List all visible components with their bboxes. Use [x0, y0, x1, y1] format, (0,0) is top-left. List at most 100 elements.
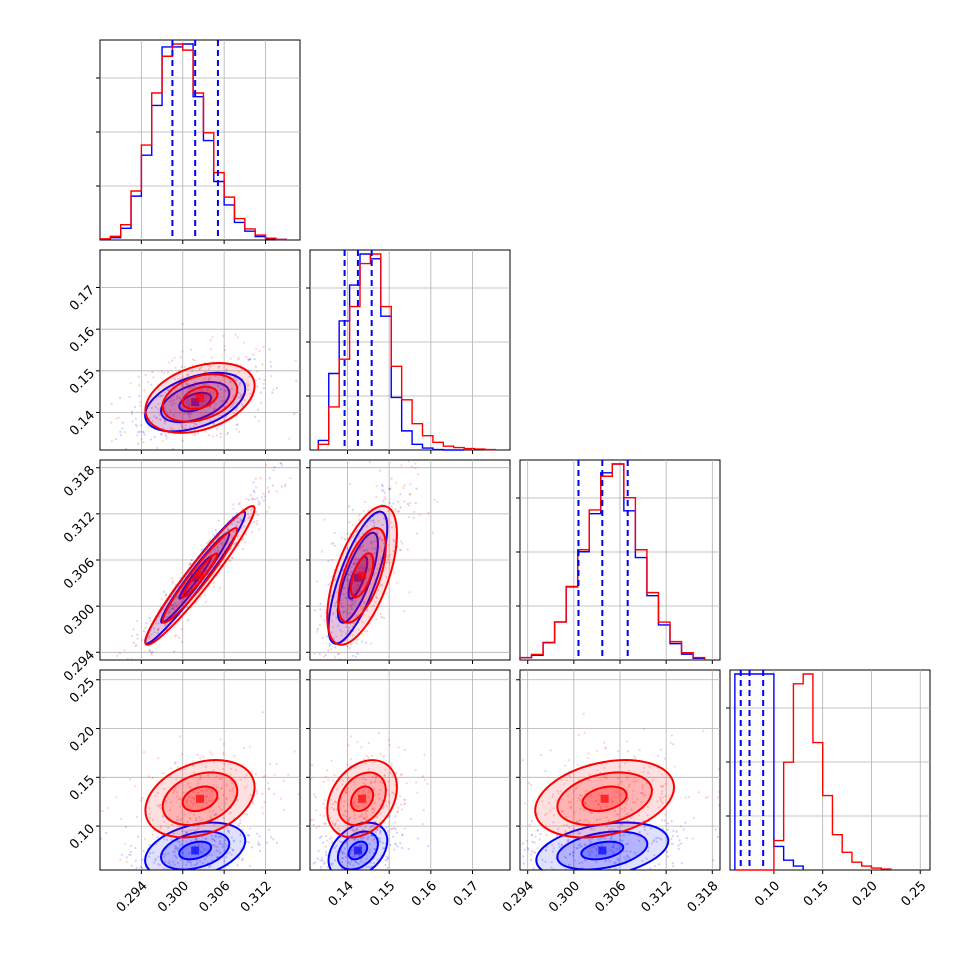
scatter-point: [351, 849, 354, 852]
scatter-point: [328, 642, 331, 645]
scatter-point: [243, 511, 246, 514]
scatter-point: [403, 610, 406, 613]
scatter-point: [296, 713, 298, 715]
scatter-point: [397, 500, 400, 503]
scatter-point: [123, 430, 126, 434]
scatter-point: [609, 837, 612, 840]
scatter-point: [201, 425, 205, 428]
scatter-point: [374, 779, 377, 782]
scatter-point: [219, 400, 223, 403]
scatter-point: [180, 817, 184, 820]
scatter-point: [255, 486, 258, 489]
scatter-point: [367, 796, 370, 799]
scatter-point: [578, 819, 582, 822]
scatter-point: [398, 548, 402, 551]
scatter-point: [378, 827, 381, 830]
scatter-point: [397, 806, 400, 809]
scatter-point: [158, 486, 160, 488]
scatter-point: [176, 394, 179, 397]
scatter-point: [561, 810, 564, 813]
y-tick-label: 0.14: [67, 408, 98, 439]
scatter-point: [384, 863, 387, 867]
scatter-point: [256, 832, 259, 835]
scatter-point: [172, 415, 176, 418]
scatter-point: [599, 837, 602, 840]
scatter-point: [171, 823, 174, 826]
scatter-point: [385, 825, 388, 829]
scatter-point: [414, 768, 417, 772]
scatter-point: [523, 848, 526, 851]
scatter-point: [226, 431, 230, 435]
scatter-point: [222, 334, 225, 338]
scatter-point: [120, 853, 124, 856]
scatter-point: [341, 851, 345, 854]
scatter-point: [377, 588, 380, 591]
scatter-point: [152, 376, 155, 379]
scatter-point: [392, 502, 395, 505]
scatter-point: [141, 867, 144, 870]
scatter-point: [541, 800, 544, 803]
scatter-point: [603, 746, 606, 749]
scatter-point: [205, 838, 208, 841]
scatter-point: [312, 673, 314, 675]
scatter-point: [393, 827, 396, 830]
scatter-point: [208, 561, 212, 564]
scatter-point: [538, 903, 540, 905]
scatter-point: [232, 507, 235, 510]
scatter-point: [331, 820, 334, 823]
scatter-point: [163, 431, 166, 434]
scatter-point: [331, 613, 334, 616]
scatter-point: [387, 800, 390, 803]
scatter-point: [181, 350, 184, 353]
scatter-point: [178, 614, 181, 617]
scatter-point: [513, 851, 515, 853]
scatter-point: [171, 359, 174, 362]
scatter-point: [238, 357, 241, 360]
scatter-point: [206, 541, 209, 545]
scatter-point: [388, 793, 391, 796]
scatter-point: [364, 630, 367, 633]
scatter-point: [338, 829, 341, 832]
scatter-point: [566, 794, 569, 797]
scatter-point: [204, 765, 208, 768]
scatter-point: [330, 806, 333, 809]
scatter-point: [697, 791, 700, 794]
scatter-point: [670, 734, 674, 737]
scatter-point: [193, 864, 197, 867]
scatter-point: [338, 874, 340, 876]
scatter-point: [383, 491, 386, 494]
scatter-point: [180, 424, 183, 427]
scatter-point: [191, 358, 195, 361]
scatter-point: [714, 828, 717, 831]
scatter-point: [224, 399, 228, 402]
scatter-point: [660, 838, 663, 841]
scatter-point: [414, 467, 417, 470]
scatter-point: [332, 779, 335, 782]
scatter-point: [241, 537, 245, 541]
scatter-point: [258, 502, 262, 505]
scatter-point: [416, 837, 420, 840]
scatter-point: [311, 764, 314, 767]
scatter-point: [320, 835, 323, 838]
scatter-point: [243, 875, 245, 877]
x-tick-label: 0.14: [326, 879, 357, 910]
scatter-point: [346, 854, 349, 857]
scatter-point: [573, 845, 576, 849]
scatter-point: [598, 818, 601, 821]
scatter-point: [255, 370, 259, 373]
scatter-point: [609, 849, 612, 852]
scatter-point: [329, 816, 332, 820]
scatter-point: [142, 629, 146, 633]
scatter-point: [330, 863, 333, 866]
scatter-point: [216, 538, 219, 541]
scatter-point: [386, 509, 390, 513]
scatter-point: [181, 322, 184, 326]
scatter-point: [592, 828, 595, 831]
scatter-point: [328, 609, 331, 612]
scatter-point: [197, 827, 200, 830]
scatter-point: [394, 843, 398, 846]
scatter-point: [633, 820, 636, 823]
scatter-point: [243, 812, 246, 816]
scatter-point: [370, 542, 373, 546]
scatter-point: [319, 868, 322, 870]
